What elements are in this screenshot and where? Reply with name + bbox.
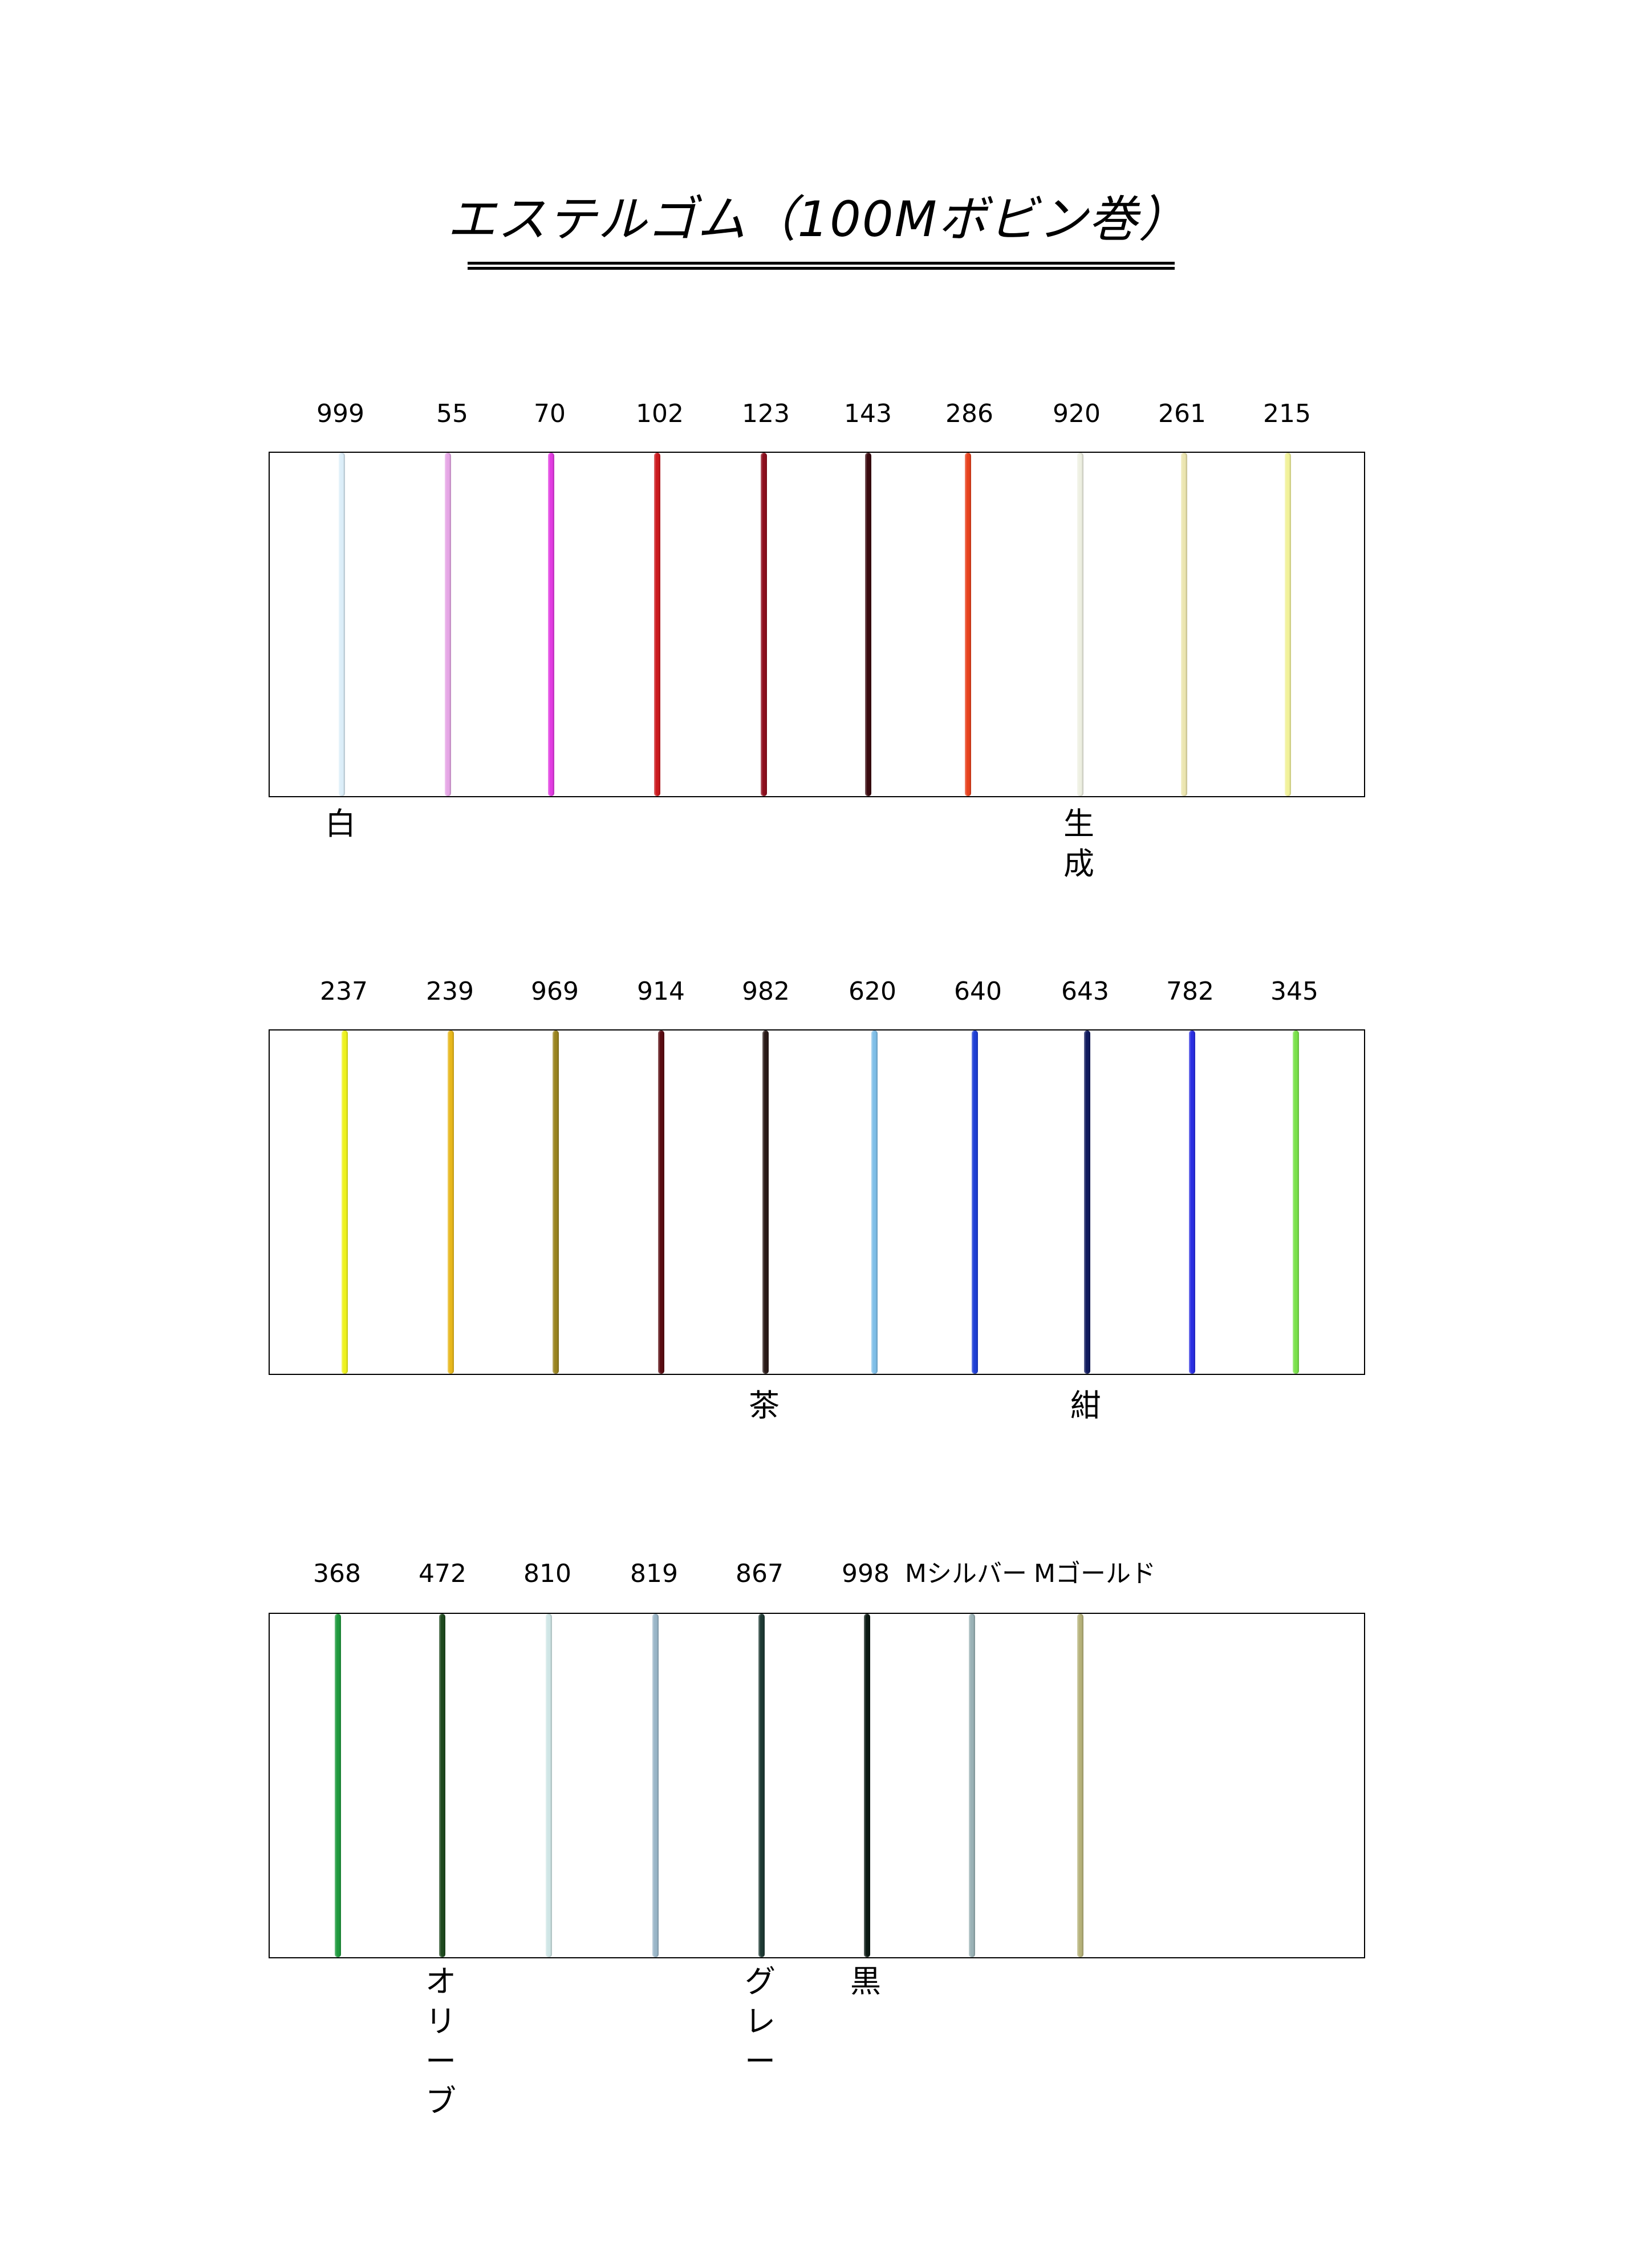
color-code-label: 123 — [742, 399, 790, 428]
color-code-label: 70 — [534, 399, 566, 428]
elastic-cord-swatch — [654, 453, 660, 796]
elastic-cord-swatch — [865, 453, 871, 796]
elastic-cord-swatch — [871, 1030, 878, 1374]
elastic-cord-swatch — [339, 453, 345, 796]
color-name-label: 白 — [325, 806, 356, 842]
elastic-cord-swatch — [965, 453, 971, 796]
color-code-label: 368 — [313, 1559, 361, 1588]
elastic-cord-swatch — [864, 1614, 870, 1957]
color-code-label: 982 — [742, 977, 790, 1006]
color-code-label: 261 — [1158, 399, 1206, 428]
elastic-cord-swatch — [761, 453, 767, 796]
color-code-label: 643 — [1061, 977, 1109, 1006]
elastic-cord-swatch — [1084, 1030, 1090, 1374]
page-title: エステルゴム（100Mボビン巻） — [447, 191, 1189, 248]
elastic-cord-swatch — [658, 1030, 664, 1374]
swatch-panel-2 — [269, 1029, 1365, 1375]
color-name-label: 茶 — [749, 1387, 780, 1423]
color-code-label: 819 — [630, 1559, 678, 1588]
elastic-cord-swatch — [445, 453, 451, 796]
elastic-cord-swatch — [553, 1030, 559, 1374]
color-code-label: 215 — [1263, 399, 1311, 428]
swatch-panel-3 — [269, 1613, 1365, 1958]
color-name-label: 紺 — [1070, 1387, 1101, 1423]
elastic-cord-swatch — [1189, 1030, 1195, 1374]
color-code-label: 867 — [736, 1559, 784, 1588]
color-code-label: 640 — [954, 977, 1002, 1006]
elastic-cord-swatch — [548, 453, 554, 796]
color-code-label: 143 — [844, 399, 892, 428]
color-name-label: グレー — [745, 1963, 776, 2079]
color-name-label: オリーブ — [425, 1963, 456, 2119]
elastic-cord-swatch — [762, 1030, 769, 1374]
elastic-cord-swatch — [972, 1030, 978, 1374]
swatch-panel-1 — [269, 452, 1365, 797]
color-code-label: 345 — [1270, 977, 1318, 1006]
elastic-cord-swatch — [758, 1614, 765, 1957]
color-code-label: 472 — [419, 1559, 466, 1588]
color-code-label: 782 — [1166, 977, 1214, 1006]
elastic-cord-swatch — [1077, 1614, 1083, 1957]
color-code-label: Mシルバー — [905, 1559, 1027, 1588]
elastic-cord-swatch — [652, 1614, 659, 1957]
color-code-label: 810 — [523, 1559, 571, 1588]
elastic-cord-swatch — [439, 1614, 445, 1957]
elastic-cord-swatch — [448, 1030, 454, 1374]
elastic-cord-swatch — [546, 1614, 552, 1957]
color-name-label: 生成 — [1063, 806, 1094, 882]
elastic-cord-swatch — [1285, 453, 1291, 796]
elastic-cord-swatch — [1077, 453, 1083, 796]
color-name-label: 黒 — [850, 1963, 881, 1999]
color-code-label: 920 — [1053, 399, 1101, 428]
elastic-cord-swatch — [969, 1614, 975, 1957]
color-code-label: 620 — [849, 977, 896, 1006]
color-code-label: 998 — [842, 1559, 890, 1588]
color-code-label: 999 — [316, 399, 364, 428]
color-code-label: 914 — [637, 977, 685, 1006]
elastic-cord-swatch — [1293, 1030, 1299, 1374]
color-code-label: 237 — [320, 977, 368, 1006]
color-code-label: 55 — [436, 399, 468, 428]
color-code-label: 239 — [426, 977, 474, 1006]
color-code-label: 102 — [636, 399, 684, 428]
title-underline — [468, 262, 1175, 270]
color-code-label: 286 — [945, 399, 993, 428]
color-code-label: Mゴールド — [1034, 1559, 1156, 1588]
color-code-label: 969 — [531, 977, 579, 1006]
elastic-cord-swatch — [342, 1030, 348, 1374]
elastic-cord-swatch — [1181, 453, 1187, 796]
elastic-cord-swatch — [335, 1614, 341, 1957]
